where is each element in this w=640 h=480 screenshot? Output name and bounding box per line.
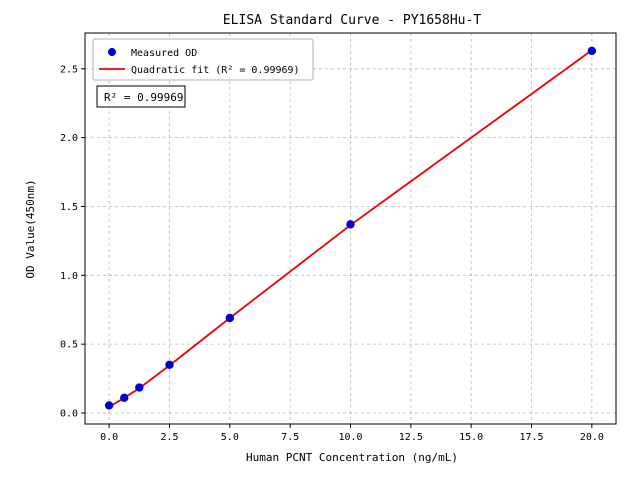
plot-border <box>84 32 617 425</box>
x-tick-label: 15.0 <box>459 432 483 443</box>
legend: Measured OD Quadratic fit (R² = 0.99969) <box>92 38 314 81</box>
legend-box <box>92 38 314 81</box>
y-tick-label: 1.0 <box>60 271 78 282</box>
x-tick-label: 7.5 <box>281 432 299 443</box>
y-tick-label: 2.5 <box>60 64 78 75</box>
axis-layer: 0.0 2.5 5.0 7.5 10.0 12.5 15.0 17.5 20.0 0.0 0.5 1.… <box>60 32 617 443</box>
x-tick-label: 17.5 <box>519 432 543 443</box>
x-axis-label: Human PCNT Concentration (ng/mL) <box>246 451 458 464</box>
data-point <box>225 313 235 323</box>
x-tick-label: 5.0 <box>221 432 239 443</box>
y-tick-label: 0.0 <box>60 408 78 419</box>
r-squared-annotation-box <box>96 85 186 108</box>
series-layer <box>104 46 597 410</box>
x-tick-label: 2.5 <box>160 432 178 443</box>
x-tick-label: 12.5 <box>399 432 423 443</box>
x-tick-label: 0.0 <box>100 432 118 443</box>
legend-marker-measured-od <box>108 48 116 56</box>
data-point <box>165 360 174 369</box>
y-tick-label: 2.0 <box>60 133 78 144</box>
y-axis-label: OD Value(450nm) <box>24 179 37 278</box>
r-squared-annotation-text: R² = 0.99969 <box>104 91 183 104</box>
data-point <box>587 46 597 56</box>
x-tick-label: 20.0 <box>580 432 604 443</box>
x-tick-label: 10.0 <box>338 432 362 443</box>
r-squared-annotation: R² = 0.99969 <box>96 85 186 108</box>
data-point <box>135 383 144 392</box>
y-tick-label: 0.5 <box>60 340 78 351</box>
chart-title: ELISA Standard Curve - PY1658Hu-T <box>223 13 481 28</box>
legend-label-measured-od: Measured OD <box>131 48 197 59</box>
data-point <box>120 393 129 403</box>
grid-layer <box>85 33 616 424</box>
data-point <box>104 401 114 410</box>
y-tick-label: 1.5 <box>60 202 78 213</box>
data-point <box>346 220 355 229</box>
legend-label-quadratic-fit: Quadratic fit (R² = 0.99969) <box>131 65 300 76</box>
